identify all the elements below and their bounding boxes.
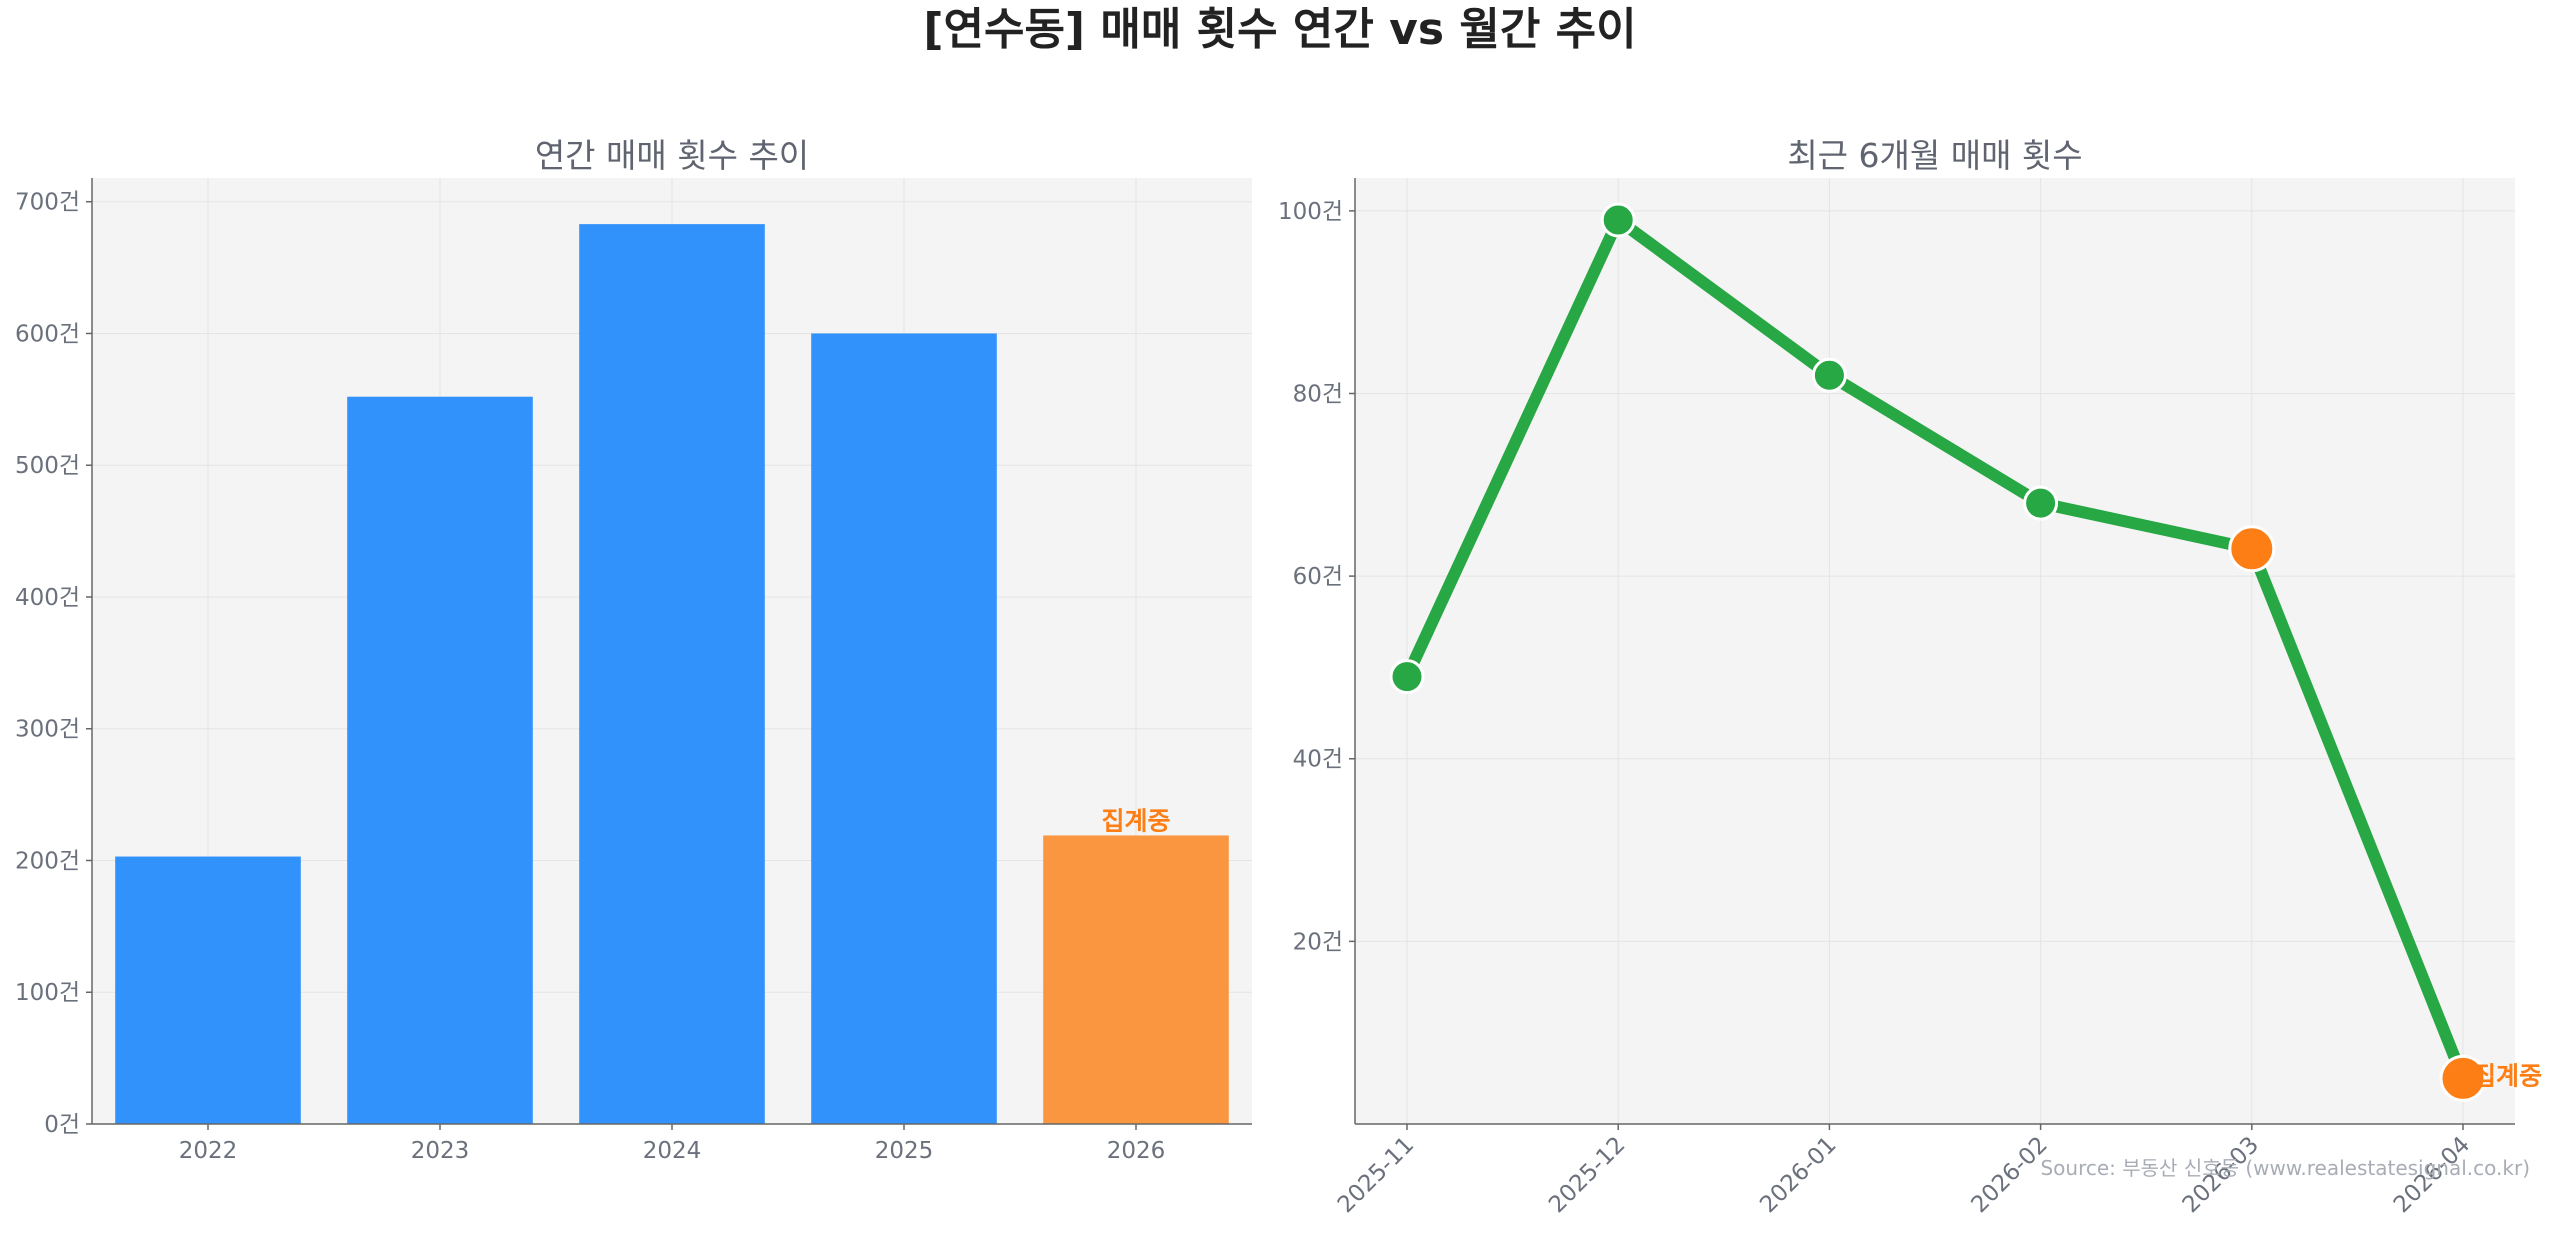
annual-y-tick-label: 200건 — [15, 848, 80, 874]
annual-y-tick-label: 600건 — [15, 321, 80, 347]
annual-bars — [115, 224, 1229, 1125]
annual-y-tick-label: 300건 — [15, 717, 80, 743]
annual-y-ticks: 0건 100건 200건 300건 400건 500건 600건 700건 — [15, 190, 92, 1138]
annual-x-tick-label: 2025 — [875, 1138, 934, 1164]
monthly-point-2026-03 — [2228, 525, 2276, 573]
monthly-x-tick-label: 2026-01 — [1755, 1132, 1841, 1218]
monthly-series-line — [1401, 214, 2469, 1085]
monthly-axes — [1354, 178, 2515, 1125]
annual-x-ticks: 2022 2023 2024 2025 2026 — [179, 1124, 1166, 1164]
annual-annotation: 집계중 — [1101, 806, 1170, 835]
annual-bar-2025 — [811, 333, 997, 1124]
annual-y-tick-label: 100건 — [15, 980, 80, 1006]
monthly-y-tick-label: 60건 — [1293, 564, 1343, 590]
monthly-point-2026-01 — [1811, 357, 1847, 393]
monthly-point-2026-02 — [2023, 485, 2059, 521]
monthly-point-2026-04 — [2439, 1054, 2487, 1102]
annual-y-tick-label: 700건 — [15, 190, 80, 216]
annual-chart-title: 연간 매매 횟수 추이 — [535, 136, 809, 175]
monthly-y-tick-label: 20건 — [1293, 929, 1343, 955]
annual-x-tick-label: 2026 — [1107, 1138, 1166, 1164]
monthly-grid — [1355, 178, 2515, 1124]
annual-bar-2024 — [579, 224, 765, 1125]
monthly-y-ticks: 20건 40건 60건 80건 100건 — [1278, 199, 1355, 955]
monthly-point-2025-11 — [1389, 659, 1425, 695]
monthly-point-2025-12 — [1600, 202, 1636, 238]
annual-x-tick-label: 2024 — [643, 1138, 702, 1164]
monthly-chart-title: 최근 6개월 매매 횟수 — [1787, 136, 2082, 175]
monthly-annotation: 집계중 — [2473, 1061, 2542, 1090]
monthly-y-tick-label: 100건 — [1278, 199, 1343, 225]
annual-y-tick-label: 500건 — [15, 453, 80, 479]
monthly-points — [1389, 202, 2487, 1102]
monthly-y-tick-label: 40건 — [1293, 747, 1343, 773]
annual-bar-2023 — [347, 396, 533, 1124]
annual-y-tick-label: 0건 — [44, 1112, 80, 1138]
annual-bar-2022 — [115, 856, 301, 1124]
monthly-y-tick-label: 80건 — [1293, 381, 1343, 407]
monthly-x-tick-label: 2025-11 — [1333, 1132, 1419, 1218]
source-credit: Source: 부동산 신호등 (www.realestatesignal.co… — [2040, 1156, 2530, 1180]
figure-title: [연수동] 매매 횟수 연간 vs 월간 추이 — [923, 4, 1636, 55]
annual-x-tick-label: 2022 — [179, 1138, 238, 1164]
monthly-x-tick-label: 2025-12 — [1544, 1132, 1630, 1218]
annual-bar-2026 — [1043, 835, 1229, 1124]
monthly-line-chart: 20건 40건 60건 80건 100건 2025-11 2025-12 2026-01 20… — [1278, 136, 2542, 1218]
annual-y-tick-label: 400건 — [15, 585, 80, 611]
monthly-plot-area — [1355, 178, 2515, 1124]
annual-x-tick-label: 2023 — [411, 1138, 470, 1164]
